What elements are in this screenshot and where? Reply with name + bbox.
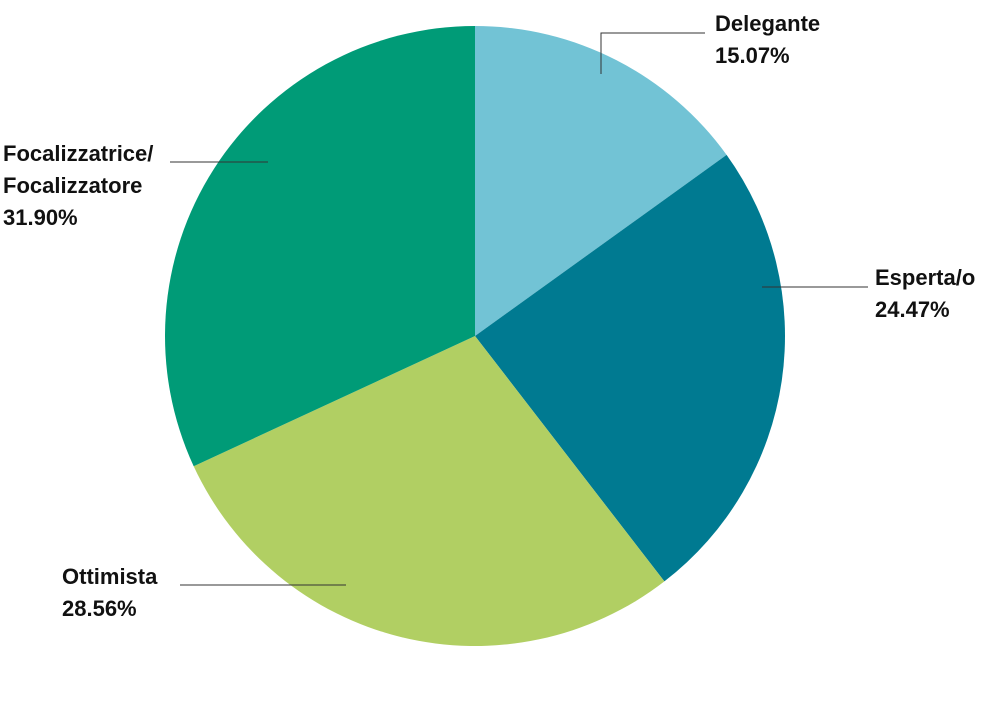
slice-label-line: Focalizzatore	[3, 173, 142, 198]
pie-slice	[193, 336, 665, 646]
slice-label: Focalizzatrice/Focalizzatore	[3, 141, 153, 198]
slice-label: Esperta/o	[875, 265, 975, 290]
pie-slice	[475, 154, 785, 582]
pie-slice	[164, 26, 475, 467]
value-label: 28.56%	[62, 596, 137, 621]
pie-slice	[475, 26, 727, 336]
value-label: 15.07%	[715, 43, 790, 68]
slice-label-line: Delegante	[715, 11, 820, 36]
value-label: 24.47%	[875, 297, 950, 322]
leader-line	[600, 32, 705, 74]
slice-label: Delegante	[715, 11, 820, 36]
slice-label-line: Ottimista	[62, 564, 158, 589]
slice-label-line: Esperta/o	[875, 265, 975, 290]
slice-label: Ottimista	[62, 564, 158, 589]
slice-label-line: Focalizzatrice/	[3, 141, 153, 166]
value-label: 31.90%	[3, 205, 78, 230]
